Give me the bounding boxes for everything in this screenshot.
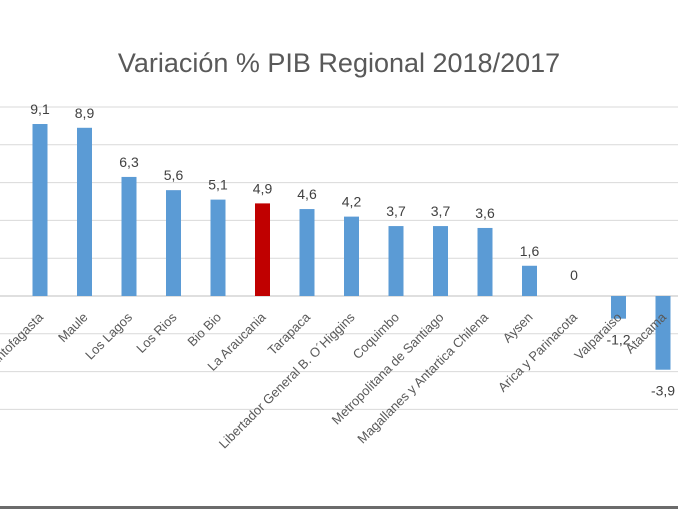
bar-aysen bbox=[522, 265, 537, 296]
category-label: Antofagasta bbox=[0, 309, 47, 369]
bar-valparaiso bbox=[611, 296, 626, 319]
category-label: Arica y Parinacota bbox=[495, 309, 581, 395]
bar-tarapaca bbox=[299, 209, 315, 296]
bar-coquimbo bbox=[388, 226, 404, 296]
category-label: Los Lagos bbox=[82, 309, 135, 362]
chart-title: Variación % PIB Regional 2018/2017 bbox=[117, 48, 561, 78]
data-label: 4,6 bbox=[297, 186, 317, 202]
data-label: 4,9 bbox=[253, 180, 273, 196]
data-label: 5,6 bbox=[164, 167, 184, 183]
bar-la-araucania bbox=[255, 203, 270, 296]
data-label: 8,9 bbox=[75, 105, 95, 121]
category-label: Maule bbox=[55, 310, 91, 346]
category-label: Aysen bbox=[500, 310, 536, 346]
data-label: 9,1 bbox=[30, 101, 50, 117]
data-label: -1,2 bbox=[606, 332, 630, 348]
category-label: Los Rios bbox=[133, 309, 180, 356]
bar-metropolitana-de-santiago bbox=[433, 226, 448, 296]
bar-magallanes-y-antartica-chilena bbox=[477, 227, 493, 296]
data-label: 3,6 bbox=[475, 205, 495, 221]
data-label: 3,7 bbox=[386, 203, 406, 219]
data-label: -3,9 bbox=[651, 383, 675, 399]
data-label: 1,6 bbox=[520, 243, 540, 259]
bar-maule bbox=[77, 127, 92, 296]
bar-libertador-general-b-o-higgins bbox=[344, 216, 359, 296]
bar-atacama bbox=[655, 296, 671, 370]
data-label: 4,2 bbox=[342, 194, 362, 210]
category-label: Bio Bio bbox=[184, 310, 224, 350]
bar-bio-bio bbox=[210, 199, 226, 296]
data-label: 3,7 bbox=[431, 203, 451, 219]
bar-antofagasta bbox=[32, 124, 48, 296]
data-label: 6,3 bbox=[119, 154, 139, 170]
data-label: 5,1 bbox=[208, 177, 228, 193]
bar-los-rios bbox=[166, 190, 181, 296]
bar-los-lagos bbox=[121, 176, 137, 296]
data-label: 0 bbox=[570, 267, 578, 283]
